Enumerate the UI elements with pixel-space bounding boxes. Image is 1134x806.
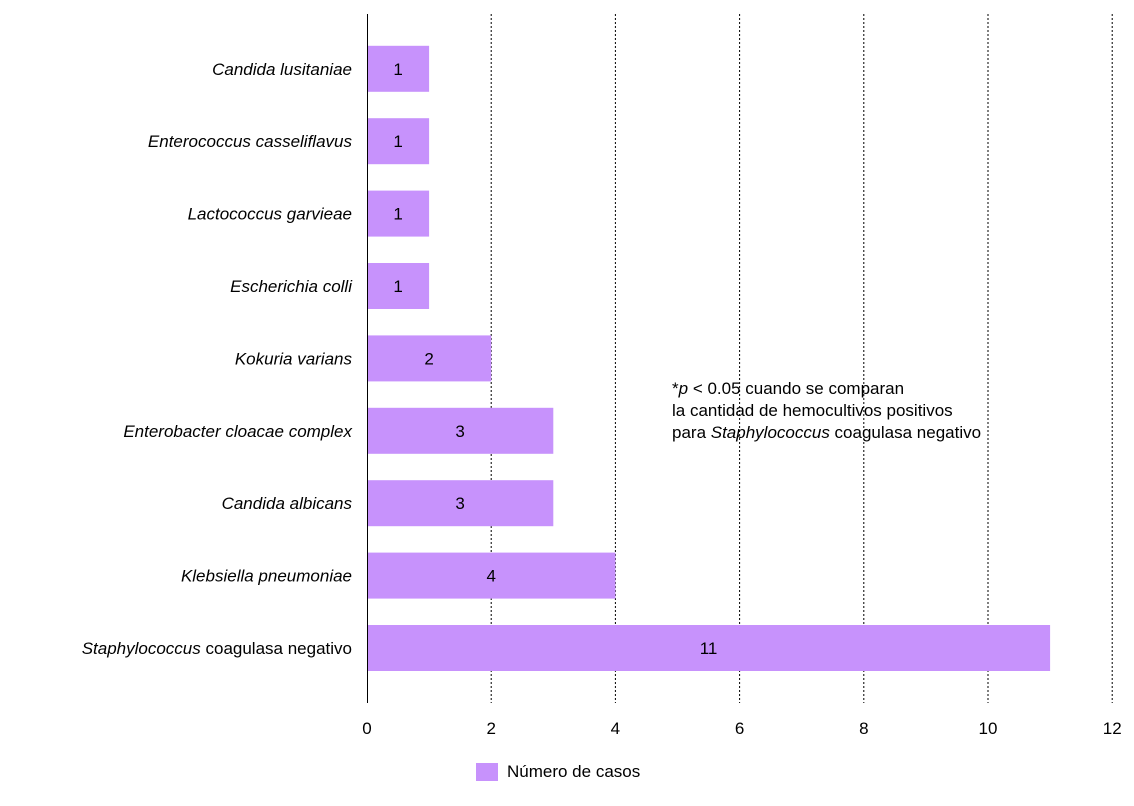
note-line-2: la cantidad de hemocultivos positivos: [672, 400, 981, 422]
bar-1: [367, 552, 616, 599]
bar-8: [367, 45, 430, 92]
note-asterisk: *: [672, 379, 679, 398]
significance-note: *p < 0.05 cuando se comparan la cantidad…: [672, 378, 981, 444]
data-label-7: 1: [393, 132, 402, 151]
x-tick-label-2: 2: [486, 719, 495, 738]
category-label-4: Kokuria varians: [235, 349, 353, 368]
category-label-2: Candida albicans: [222, 494, 353, 513]
category-label-part: Escherichia colli: [230, 277, 353, 296]
bar-5: [367, 263, 430, 309]
x-tick-label-8: 8: [859, 719, 868, 738]
x-tick-label-10: 10: [979, 719, 998, 738]
category-label-6: Lactococcus garvieae: [188, 205, 352, 224]
category-label-part: Staphylococcus: [82, 639, 202, 658]
bar-6: [367, 190, 430, 237]
category-label-1: Klebsiella pneumoniae: [181, 567, 352, 586]
category-label-part: Klebsiella pneumoniae: [181, 567, 352, 586]
category-label-part: Candida albicans: [222, 494, 353, 513]
category-label-part: coagulasa negativo: [201, 639, 352, 658]
category-label-0: Staphylococcus coagulasa negativo: [82, 639, 352, 658]
note-line-3: para Staphylococcus coagulasa negativo: [672, 422, 981, 444]
note-line-3-rest: coagulasa negativo: [829, 423, 982, 442]
legend-swatch: [476, 763, 498, 781]
bar-7: [367, 118, 430, 165]
data-label-0: 11: [700, 639, 718, 658]
bar-2: [367, 480, 554, 527]
note-line-3-italic: Staphylococcus: [710, 423, 830, 442]
data-label-3: 3: [455, 422, 464, 441]
data-label-8: 1: [393, 60, 402, 79]
category-label-part: Lactococcus garvieae: [188, 205, 352, 224]
note-line-2-text: la cantidad de hemocultivos positivos: [672, 401, 953, 420]
category-label-part: Candida lusitaniae: [212, 60, 352, 79]
category-label-part: Kokuria varians: [235, 349, 353, 368]
note-line-1-text: < 0.05 cuando se comparan: [688, 379, 905, 398]
category-label-part: Enterococcus casseliflavus: [148, 132, 353, 151]
x-tick-label-6: 6: [735, 719, 744, 738]
bar-3: [367, 407, 554, 454]
note-line-1: *p < 0.05 cuando se comparan: [672, 378, 981, 400]
data-label-1: 4: [486, 567, 495, 586]
category-label-5: Escherichia colli: [230, 277, 353, 296]
data-label-4: 2: [424, 349, 433, 368]
category-label-8: Candida lusitaniae: [212, 60, 352, 79]
data-label-6: 1: [393, 205, 402, 224]
note-p-symbol: p: [678, 379, 689, 398]
data-label-2: 3: [455, 494, 464, 513]
bar-0: [367, 625, 1051, 671]
category-label-3: Enterobacter cloacae complex: [123, 422, 352, 441]
x-tick-label-0: 0: [362, 719, 371, 738]
legend: Número de casos: [476, 762, 640, 782]
note-line-3-prefix: para: [672, 423, 711, 442]
data-label-5: 1: [393, 277, 402, 296]
bar-4: [367, 335, 492, 382]
x-tick-label-12: 12: [1103, 719, 1122, 738]
x-tick-label-4: 4: [611, 719, 620, 738]
legend-label: Número de casos: [507, 762, 641, 781]
category-label-part: Enterobacter cloacae complex: [123, 422, 352, 441]
category-label-7: Enterococcus casseliflavus: [148, 132, 353, 151]
